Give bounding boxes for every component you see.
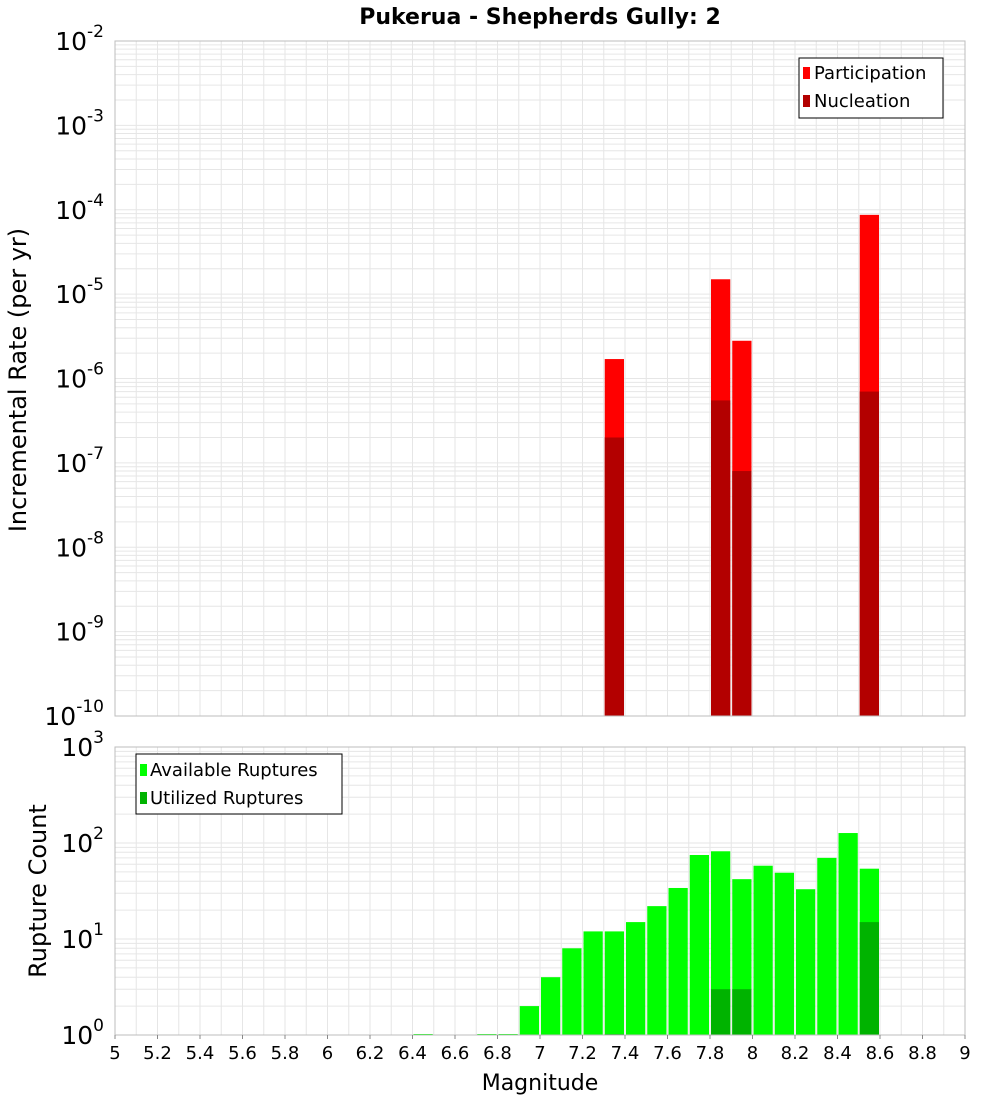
rate-panel-y-ticks: 10-10 10-9 10-8 10-7 10-6 10-5 10-4 10-3 10-2	[44, 22, 104, 731]
x-tick-label: 7.4	[611, 1043, 640, 1064]
x-tick-label: 6.4	[398, 1043, 427, 1064]
rate-y-tick-label: 10-2	[55, 22, 104, 56]
legend-swatch-utilized	[140, 792, 147, 804]
x-tick-label: 8	[747, 1043, 758, 1064]
x-tick-label: 9	[959, 1043, 970, 1064]
count-bar-utilized-ruptures	[860, 922, 879, 1035]
count-bar-available-ruptures	[584, 931, 603, 1035]
rate-y-tick-label: 10-10	[44, 697, 104, 731]
rate-legend: Participation Nucleation	[799, 58, 943, 118]
chart-svg: Pukerua - Shepherds Gully: 2 Incremental…	[0, 0, 1000, 1100]
legend-swatch-nucleation	[803, 95, 810, 107]
count-bar-utilized-ruptures	[732, 989, 751, 1035]
count-bar-available-ruptures	[520, 1006, 539, 1035]
count-bar-utilized-ruptures	[711, 989, 730, 1035]
x-tick-label: 5.6	[228, 1043, 257, 1064]
x-tick-label: 7.8	[696, 1043, 725, 1064]
x-tick-label: 5.2	[143, 1043, 172, 1064]
x-tick-label: 5.4	[186, 1043, 215, 1064]
x-tick-label: 7	[534, 1043, 545, 1064]
legend-label-available: Available Ruptures	[150, 760, 318, 781]
x-tick-label: 8.4	[823, 1043, 852, 1064]
rate-bar-nucleation	[711, 400, 730, 716]
x-tick-label: 5	[109, 1043, 120, 1064]
count-bar-available-ruptures	[647, 906, 666, 1035]
chart-title: Pukerua - Shepherds Gully: 2	[359, 5, 721, 30]
count-y-axis-label: Rupture Count	[24, 804, 52, 978]
count-y-tick-label: 101	[61, 920, 104, 954]
x-tick-label: 6.8	[483, 1043, 512, 1064]
x-tick-label: 7.6	[653, 1043, 682, 1064]
count-bar-available-ruptures	[605, 931, 624, 1035]
x-tick-label: 7.2	[568, 1043, 597, 1064]
rate-y-tick-label: 10-8	[55, 528, 104, 562]
rate-y-tick-label: 10-7	[55, 444, 104, 478]
count-legend: Available Ruptures Utilized Ruptures	[136, 754, 342, 814]
legend-label-nucleation: Nucleation	[814, 91, 910, 112]
x-tick-label: 8.2	[781, 1043, 810, 1064]
legend-swatch-participation	[803, 67, 810, 79]
x-tick-label: 8.6	[866, 1043, 895, 1064]
x-tick-label: 6.2	[356, 1043, 385, 1064]
count-panel-y-ticks: 100 101 102 103	[61, 728, 104, 1050]
rate-y-tick-label: 10-5	[55, 275, 104, 309]
x-tick-label: 8.8	[908, 1043, 937, 1064]
rate-bar-nucleation	[860, 392, 879, 716]
rate-y-tick-label: 10-6	[55, 360, 104, 394]
count-bar-available-ruptures	[541, 977, 560, 1035]
rate-panel-grid	[115, 41, 965, 716]
count-bar-available-ruptures	[775, 873, 794, 1035]
count-y-tick-label: 100	[61, 1016, 104, 1050]
count-bar-available-ruptures	[562, 948, 581, 1035]
rate-y-axis-label: Incremental Rate (per yr)	[4, 228, 32, 532]
count-bar-available-ruptures	[690, 855, 709, 1035]
count-bar-available-ruptures	[669, 888, 688, 1035]
legend-label-participation: Participation	[814, 63, 926, 84]
rate-y-tick-label: 10-9	[55, 613, 104, 647]
x-tick-label: 6	[322, 1043, 333, 1064]
x-axis-label: Magnitude	[482, 1071, 599, 1096]
count-bar-available-ruptures	[796, 889, 815, 1035]
rate-bar-nucleation	[732, 471, 751, 716]
count-bar-available-ruptures	[754, 866, 773, 1035]
count-bar-available-ruptures	[817, 858, 836, 1035]
rate-y-tick-label: 10-4	[55, 191, 104, 225]
count-y-tick-label: 102	[61, 824, 104, 858]
x-tick-label: 5.8	[271, 1043, 300, 1064]
legend-swatch-available	[140, 764, 147, 776]
legend-label-utilized: Utilized Ruptures	[150, 788, 303, 809]
count-bar-available-ruptures	[626, 922, 645, 1035]
count-bar-available-ruptures	[839, 833, 858, 1035]
count-y-tick-label: 103	[61, 728, 104, 762]
rate-y-tick-label: 10-3	[55, 106, 104, 140]
x-tick-label: 6.6	[441, 1043, 470, 1064]
x-axis-ticks: 5 5.2 5.4 5.6 5.8 6 6.2 6.4 6.6 6.8 7 7.2 7.4 7.6 7.8 8…	[109, 1035, 970, 1064]
rate-bar-nucleation	[605, 437, 624, 716]
